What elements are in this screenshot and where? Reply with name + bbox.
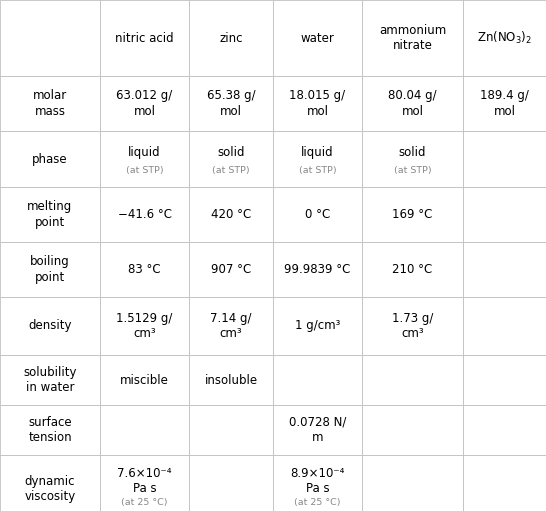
Bar <box>273 131 362 187</box>
Bar <box>0 131 100 187</box>
Text: 210 °C: 210 °C <box>393 263 432 276</box>
Bar <box>189 455 273 511</box>
Bar <box>273 355 362 405</box>
Text: 420 °C: 420 °C <box>211 208 251 221</box>
Text: 1.73 g/
cm³: 1.73 g/ cm³ <box>392 312 433 340</box>
Text: 7.14 g/
cm³: 7.14 g/ cm³ <box>210 312 252 340</box>
Bar <box>463 131 546 187</box>
Text: phase: phase <box>32 152 68 166</box>
Bar <box>463 76 546 131</box>
Bar <box>362 76 463 131</box>
Text: solid: solid <box>217 146 245 159</box>
Bar <box>273 76 362 131</box>
Bar <box>463 187 546 242</box>
Text: solubility
in water: solubility in water <box>23 366 77 394</box>
Bar <box>189 187 273 242</box>
Text: −41.6 °C: −41.6 °C <box>117 208 171 221</box>
Text: (at STP): (at STP) <box>212 166 250 175</box>
Text: 18.015 g/
mol: 18.015 g/ mol <box>289 89 346 118</box>
Bar <box>463 455 546 511</box>
Text: liquid: liquid <box>128 146 161 159</box>
Bar <box>189 355 273 405</box>
Bar <box>362 242 463 297</box>
Bar <box>463 242 546 297</box>
Text: solid: solid <box>399 146 426 159</box>
Bar <box>100 355 189 405</box>
Bar <box>189 131 273 187</box>
Bar <box>0 455 100 511</box>
Text: 8.9×10⁻⁴
Pa s: 8.9×10⁻⁴ Pa s <box>290 467 345 495</box>
Text: boiling
point: boiling point <box>30 256 70 284</box>
Text: dynamic
viscosity: dynamic viscosity <box>25 475 76 503</box>
Text: 169 °C: 169 °C <box>393 208 432 221</box>
Text: insoluble: insoluble <box>204 374 258 386</box>
Text: surface
tension: surface tension <box>28 416 72 444</box>
Text: Zn(NO$_3$)$_2$: Zn(NO$_3$)$_2$ <box>477 30 532 46</box>
Text: 99.9839 °C: 99.9839 °C <box>284 263 351 276</box>
Text: 83 °C: 83 °C <box>128 263 161 276</box>
Bar <box>100 187 189 242</box>
Bar <box>362 405 463 455</box>
Text: 65.38 g/
mol: 65.38 g/ mol <box>207 89 256 118</box>
Text: molar
mass: molar mass <box>33 89 67 118</box>
Bar <box>0 297 100 355</box>
Bar <box>463 297 546 355</box>
Text: 1 g/cm³: 1 g/cm³ <box>295 319 340 333</box>
Bar <box>273 455 362 511</box>
Text: (at 25 °C): (at 25 °C) <box>294 498 341 507</box>
Text: 0 °C: 0 °C <box>305 208 330 221</box>
Text: melting
point: melting point <box>27 200 73 229</box>
Bar <box>100 405 189 455</box>
Text: water: water <box>300 32 335 44</box>
Text: (at 25 °C): (at 25 °C) <box>121 498 168 507</box>
Text: (at STP): (at STP) <box>394 166 431 175</box>
Bar <box>362 0 463 76</box>
Bar <box>273 187 362 242</box>
Text: nitric acid: nitric acid <box>115 32 174 44</box>
Text: (at STP): (at STP) <box>299 166 336 175</box>
Bar <box>189 405 273 455</box>
Text: density: density <box>28 319 72 333</box>
Text: 189.4 g/
mol: 189.4 g/ mol <box>480 89 529 118</box>
Bar <box>189 297 273 355</box>
Text: 7.6×10⁻⁴
Pa s: 7.6×10⁻⁴ Pa s <box>117 467 172 495</box>
Bar <box>362 131 463 187</box>
Bar <box>463 0 546 76</box>
Text: 0.0728 N/
m: 0.0728 N/ m <box>289 416 346 444</box>
Bar <box>362 455 463 511</box>
Text: 80.04 g/
mol: 80.04 g/ mol <box>388 89 437 118</box>
Text: ammonium
nitrate: ammonium nitrate <box>379 24 446 52</box>
Text: 907 °C: 907 °C <box>211 263 251 276</box>
Bar <box>273 242 362 297</box>
Bar <box>362 187 463 242</box>
Bar <box>0 355 100 405</box>
Text: 63.012 g/
mol: 63.012 g/ mol <box>116 89 173 118</box>
Text: (at STP): (at STP) <box>126 166 163 175</box>
Bar <box>362 297 463 355</box>
Bar <box>0 0 100 76</box>
Bar <box>100 0 189 76</box>
Bar <box>362 355 463 405</box>
Text: miscible: miscible <box>120 374 169 386</box>
Bar <box>0 405 100 455</box>
Bar <box>100 131 189 187</box>
Bar <box>0 242 100 297</box>
Bar <box>273 0 362 76</box>
Text: zinc: zinc <box>219 32 243 44</box>
Text: 1.5129 g/
cm³: 1.5129 g/ cm³ <box>116 312 173 340</box>
Bar <box>100 242 189 297</box>
Bar <box>463 355 546 405</box>
Bar <box>189 0 273 76</box>
Bar <box>100 297 189 355</box>
Bar <box>0 76 100 131</box>
Bar <box>0 187 100 242</box>
Bar <box>273 297 362 355</box>
Text: liquid: liquid <box>301 146 334 159</box>
Bar <box>100 455 189 511</box>
Bar <box>463 405 546 455</box>
Bar <box>189 76 273 131</box>
Bar <box>189 242 273 297</box>
Bar <box>273 405 362 455</box>
Bar <box>100 76 189 131</box>
